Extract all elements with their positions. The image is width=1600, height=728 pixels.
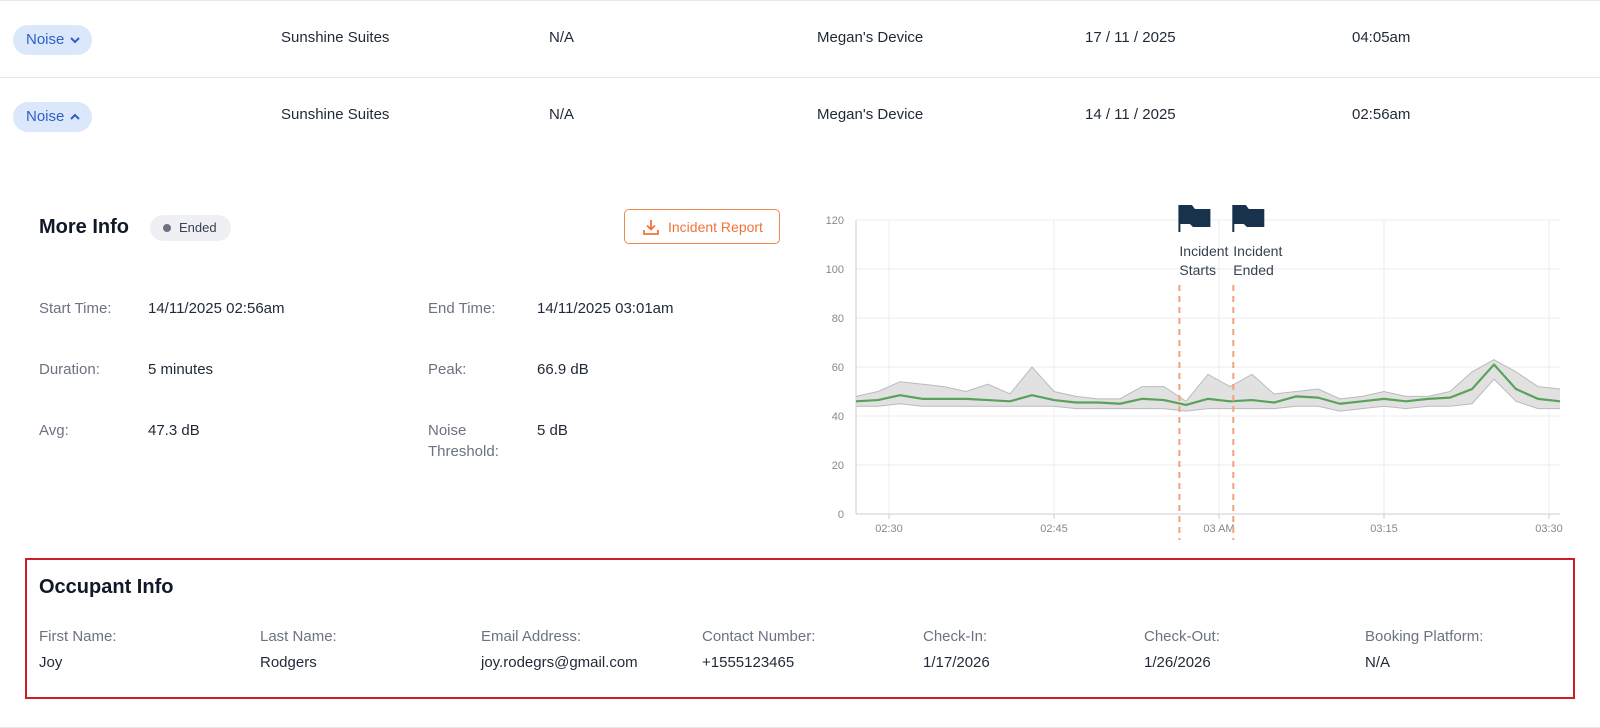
table-row[interactable]: Noise Sunshine Suites N/A Megan's Device 17 … xyxy=(0,0,1600,78)
field-label: Booking Platform: xyxy=(1365,628,1484,645)
field-value: Joy xyxy=(39,654,63,671)
field-label: Peak: xyxy=(428,361,467,378)
field-value: 47.3 dB xyxy=(148,422,200,439)
field-value: +1555123465 xyxy=(702,654,795,671)
field-value: 1/17/2026 xyxy=(923,654,990,671)
flag-icon xyxy=(1232,205,1265,232)
field-label: Noise Threshold: xyxy=(428,422,499,460)
range-lower xyxy=(856,378,1560,412)
field-label: Duration: xyxy=(39,361,100,378)
annotation-label: Incident Starts xyxy=(1179,243,1228,278)
field-value: 5 minutes xyxy=(148,361,214,378)
x-tick-label: 03 AM xyxy=(1203,523,1234,535)
y-tick-label: 60 xyxy=(832,362,844,374)
field-label: Email Address: xyxy=(481,628,582,645)
cell-property: Sunshine Suites xyxy=(281,29,390,46)
field-value: 5 dB xyxy=(537,422,568,439)
chevron-up xyxy=(70,113,81,120)
cell-device: Megan's Device xyxy=(817,29,924,46)
series-line xyxy=(855,363,1561,407)
y-tick-label: 40 xyxy=(832,411,844,423)
cell-time: 04:05am xyxy=(1352,29,1411,46)
cell-time: 02:56am xyxy=(1352,106,1411,123)
type-toggle[interactable]: Noise xyxy=(13,102,93,132)
type-toggle[interactable]: Noise xyxy=(13,25,93,55)
cell-date: 14 / 11 / 2025 xyxy=(1085,106,1176,123)
cell-device: Megan's Device xyxy=(817,106,924,123)
y-tick-label: 80 xyxy=(832,313,844,325)
field-label: Contact Number: xyxy=(702,628,816,645)
field-label: Avg: xyxy=(39,422,69,439)
field-value: 14/11/2025 02:56am xyxy=(148,300,285,317)
x-tick-label: 02:30 xyxy=(875,523,903,535)
field-value: Rodgers xyxy=(260,654,317,671)
x-tick-label: 02:45 xyxy=(1040,523,1068,535)
section-title: Occupant Info xyxy=(39,576,174,598)
section-title: More Info xyxy=(39,216,129,238)
field-value: 14/11/2025 03:01am xyxy=(537,300,674,317)
annotation-label: Incident Ended xyxy=(1233,243,1282,278)
field-label: Check-In: xyxy=(923,628,988,645)
field-label: First Name: xyxy=(39,628,117,645)
y-tick-label: 120 xyxy=(826,215,844,227)
field-value: N/A xyxy=(1365,654,1391,671)
y-tick-label: 0 xyxy=(838,509,844,521)
chevron-down xyxy=(70,37,81,44)
range-upper xyxy=(855,359,1561,402)
y-tick-label: 20 xyxy=(832,460,844,472)
noise-chart: 0 20 40 60 80 100 120 02:30 02:45 03 AM 03:15 03:30… xyxy=(826,205,1563,540)
field-label: Start Time: xyxy=(39,300,112,317)
table-row[interactable]: Noise Sunshine Suites N/A Megan's Device 14 … xyxy=(0,77,1600,155)
y-tick-label: 100 xyxy=(826,264,844,276)
field-value: 66.9 dB xyxy=(537,361,589,378)
x-tick-label: 03:15 xyxy=(1370,523,1398,535)
cell-property: Sunshine Suites xyxy=(281,106,390,123)
status-badge: Ended xyxy=(150,215,231,241)
cell-unit: N/A xyxy=(549,106,575,123)
button-label: Incident Report xyxy=(668,219,763,235)
cell-date: 17 / 11 / 2025 xyxy=(1085,29,1176,46)
field-label: Last Name: xyxy=(260,628,337,645)
occupant-info: Occupant Info First Name: Joy Last Name: Ro… xyxy=(25,558,1575,699)
x-tick-label: 03:30 xyxy=(1535,523,1563,535)
incident-report-button[interactable]: Incident Report xyxy=(624,209,780,244)
field-value: 1/26/2026 xyxy=(1144,654,1211,671)
field-value: joy.rodegrs@gmail.com xyxy=(481,654,638,671)
field-label: End Time: xyxy=(428,300,496,317)
cell-unit: N/A xyxy=(549,29,575,46)
flag-icon xyxy=(1178,205,1211,232)
download-icon xyxy=(643,220,659,235)
field-label: Check-Out: xyxy=(1144,628,1220,645)
